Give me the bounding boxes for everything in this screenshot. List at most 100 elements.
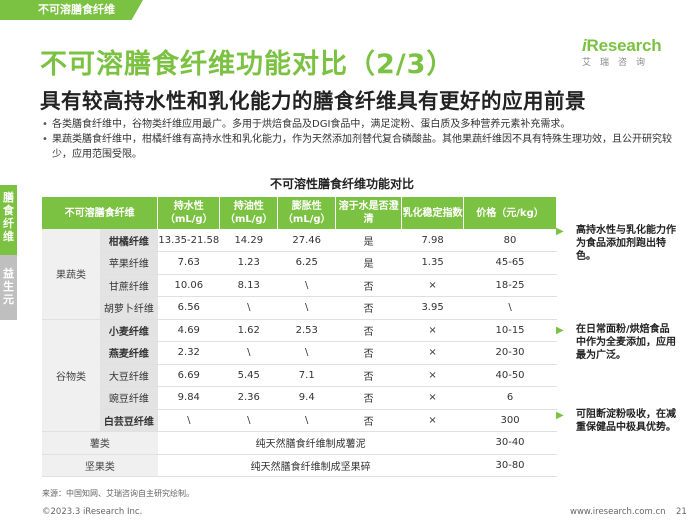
value-cell: 300	[463, 409, 557, 432]
value-cell: 否	[335, 364, 402, 387]
value-cell: 是	[335, 251, 402, 275]
price-cell: 30-40	[463, 431, 557, 455]
page-title: 不可溶膳食纤维功能对比（2/3）	[40, 49, 455, 80]
value-cell: 14.29	[219, 229, 278, 252]
logo-wordmark: iResearch	[582, 36, 662, 55]
value-cell: 否	[335, 296, 402, 320]
value-cell: 1.23	[219, 251, 278, 275]
table-row: 薯类 纯天然膳食纤维制成薯泥 30-40	[42, 431, 557, 455]
note-grain: ▶ 在日常面粉/烘焙食品中作为全麦添加，应用最为广泛。	[556, 323, 676, 362]
table-row: 白芸豆纤维 \ \ \ 否 × 300	[42, 409, 557, 432]
iresearch-logo: iResearch 艾瑞咨询	[582, 36, 672, 76]
table-header: 价格（元/kg）	[463, 197, 557, 229]
value-cell: 2.32	[157, 341, 220, 365]
note-text: 高持水性与乳化能力作为食品添加剂跑出特色。	[576, 225, 676, 262]
side-tab-primary-label: 膳食纤维	[3, 191, 14, 243]
note-citrus: ▶ 高持水性与乳化能力作为食品添加剂跑出特色。	[556, 224, 676, 263]
note-text: 可阻断淀粉吸收，在减重保健品中极具优势。	[576, 409, 676, 433]
value-cell: \	[463, 296, 557, 320]
table-header: 不可溶膳食纤维	[42, 197, 159, 229]
bullet-item: 果蔬类膳食纤维中，柑橘纤维有高持水性和乳化能力，作为天然添加剂替代复合磷酸盐。其…	[42, 132, 682, 162]
fiber-name-cell: 豌豆纤维	[99, 386, 158, 410]
value-cell: \	[157, 409, 220, 432]
value-cell: \	[219, 296, 278, 320]
value-cell: 3.95	[401, 296, 464, 320]
value-cell: 5.45	[219, 364, 278, 387]
table-row: 大豆纤维 6.69 5.45 7.1 否 × 40-50	[42, 364, 557, 387]
value-cell: 7.63	[157, 251, 220, 275]
table-row: 坚果类 纯天然膳食纤维制成坚果碎 30-80	[42, 454, 557, 477]
value-cell: 否	[335, 386, 402, 410]
category-cell: 坚果类	[42, 454, 158, 477]
value-cell: ×	[401, 364, 464, 387]
value-cell: ×	[401, 409, 464, 432]
value-cell: 40-50	[463, 364, 557, 387]
side-tab-secondary-label: 益生元	[3, 267, 14, 306]
arrow-right-icon: ▶	[556, 226, 564, 237]
value-cell: 7.98	[401, 229, 464, 252]
description-cell: 纯天然膳食纤维制成薯泥	[157, 431, 464, 455]
table-header: 乳化稳定指数	[401, 197, 465, 229]
value-cell: ×	[401, 341, 464, 365]
value-cell: 否	[335, 319, 402, 342]
footer-url[interactable]: www.iresearch.com.cn	[570, 507, 666, 517]
value-cell: 否	[335, 341, 402, 365]
table-row: 谷物类 小麦纤维 4.69 1.62 2.53 否 × 10-15	[42, 319, 557, 432]
value-cell: 6.25	[277, 251, 336, 275]
fiber-name-cell: 燕麦纤维	[99, 341, 158, 365]
description-cell: 纯天然膳食纤维制成坚果碎	[157, 454, 464, 477]
value-cell: 否	[335, 274, 402, 297]
arrow-right-icon: ▶	[556, 325, 564, 336]
value-cell: 18-25	[463, 274, 557, 297]
value-cell: 20-30	[463, 341, 557, 365]
bullet-list: 各类膳食纤维中，谷物类纤维应用最广。多用于烘焙食品及DGI食品中，满足淀粉、蛋白…	[42, 117, 682, 162]
value-cell: 6.69	[157, 364, 220, 387]
value-cell: 45-65	[463, 251, 557, 275]
value-cell: ×	[401, 386, 464, 410]
value-cell: 6	[463, 386, 557, 410]
side-tab-secondary: 益生元	[0, 255, 17, 320]
value-cell: 4.69	[157, 319, 220, 342]
table-header: 溶于水是否澄清	[335, 197, 403, 229]
page-number: 21	[676, 507, 687, 517]
fiber-name-cell: 甘蔗纤维	[99, 274, 158, 297]
table-row: 果蔬类 柑橘纤维 13.35-21.58 14.29 27.46 是 7.98 80	[42, 229, 557, 320]
table-header: 膨胀性（mL/g）	[277, 197, 337, 229]
value-cell: \	[277, 296, 336, 320]
arrow-right-icon: ▶	[556, 410, 564, 421]
category-cell: 果蔬类	[42, 229, 100, 320]
section-tag: 不可溶膳食纤维	[0, 0, 143, 20]
page-subtitle: 具有较高持水性和乳化能力的膳食纤维具有更好的应用前景	[40, 89, 586, 113]
value-cell: \	[277, 341, 336, 365]
table-row: 甘蔗纤维 10.06 8.13 \ 否 × 18-25	[42, 274, 557, 297]
value-cell: 9.84	[157, 386, 220, 410]
price-cell: 30-80	[463, 454, 557, 477]
fiber-name-cell: 小麦纤维	[99, 319, 158, 342]
table-row: 苹果纤维 7.63 1.23 6.25 是 1.35 45-65	[42, 251, 557, 275]
value-cell: \	[219, 409, 278, 432]
logo-subtext: 艾瑞咨询	[582, 58, 655, 68]
value-cell: 13.35-21.58	[157, 229, 220, 252]
table-row: 豌豆纤维 9.84 2.36 9.4 否 × 6	[42, 386, 557, 410]
value-cell: 7.1	[277, 364, 336, 387]
value-cell: 9.4	[277, 386, 336, 410]
value-cell: 80	[463, 229, 557, 252]
value-cell: 27.46	[277, 229, 336, 252]
table-title: 不可溶性膳食纤维功能对比	[270, 177, 415, 191]
value-cell: 8.13	[219, 274, 278, 297]
value-cell: 6.56	[157, 296, 220, 320]
note-bean: ▶ 可阻断淀粉吸收，在减重保健品中极具优势。	[556, 408, 676, 434]
table-row: 燕麦纤维 2.32 \ \ 否 × 20-30	[42, 341, 557, 365]
value-cell: \	[277, 274, 336, 297]
value-cell: 是	[335, 229, 402, 252]
table-header: 持油性（mL/g）	[219, 197, 279, 229]
bullet-item: 各类膳食纤维中，谷物类纤维应用最广。多用于烘焙食品及DGI食品中，满足淀粉、蛋白…	[42, 117, 682, 132]
category-cell: 薯类	[42, 431, 158, 455]
value-cell: 1.62	[219, 319, 278, 342]
value-cell: \	[219, 341, 278, 365]
fiber-name-cell: 胡萝卜纤维	[99, 296, 158, 320]
value-cell: 10.06	[157, 274, 220, 297]
value-cell: 否	[335, 409, 402, 432]
fiber-name-cell: 白芸豆纤维	[99, 409, 158, 432]
source-note: 来源：中国知网、艾瑞咨询自主研究绘制。	[42, 489, 194, 498]
